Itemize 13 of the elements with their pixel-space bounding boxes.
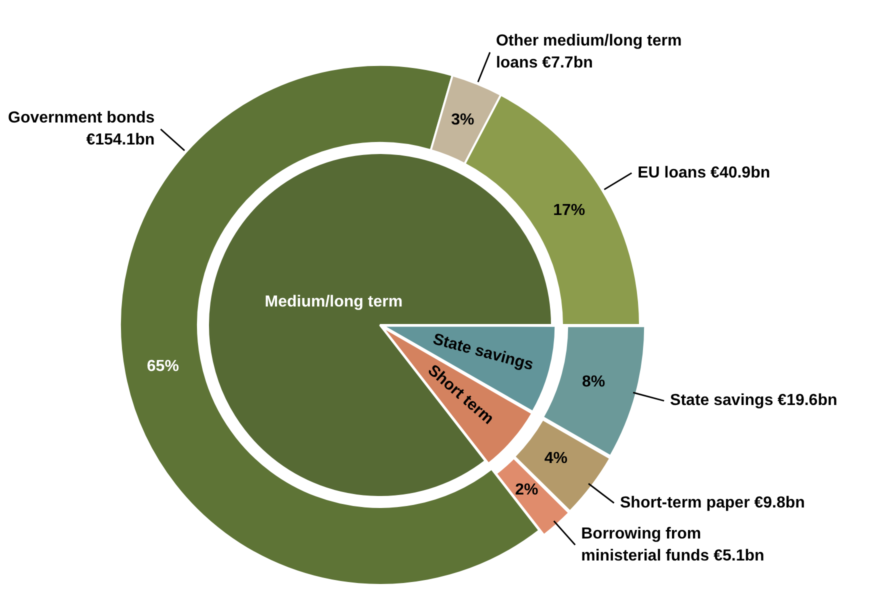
slice-label: State savings €19.6bn	[670, 392, 838, 410]
slice-label: Short-term paper €9.8bn	[620, 494, 805, 512]
data-label: 3%	[451, 111, 474, 128]
data-label: 8%	[582, 373, 606, 390]
data-label: 65%	[146, 358, 179, 375]
slice-label: Medium/long term	[264, 294, 403, 311]
data-label: 17%	[553, 202, 586, 220]
slice-label: Borrowing from ministerial funds €5.1bn	[581, 525, 764, 564]
slice-label: Government bonds €154.1bn	[8, 110, 155, 149]
slice-label: Other medium/long term loans €7.7bn	[496, 32, 682, 72]
slice-label: EU loans €40.9bn	[638, 164, 770, 182]
data-label: 2%	[515, 482, 538, 499]
data-label: 4%	[544, 450, 568, 468]
